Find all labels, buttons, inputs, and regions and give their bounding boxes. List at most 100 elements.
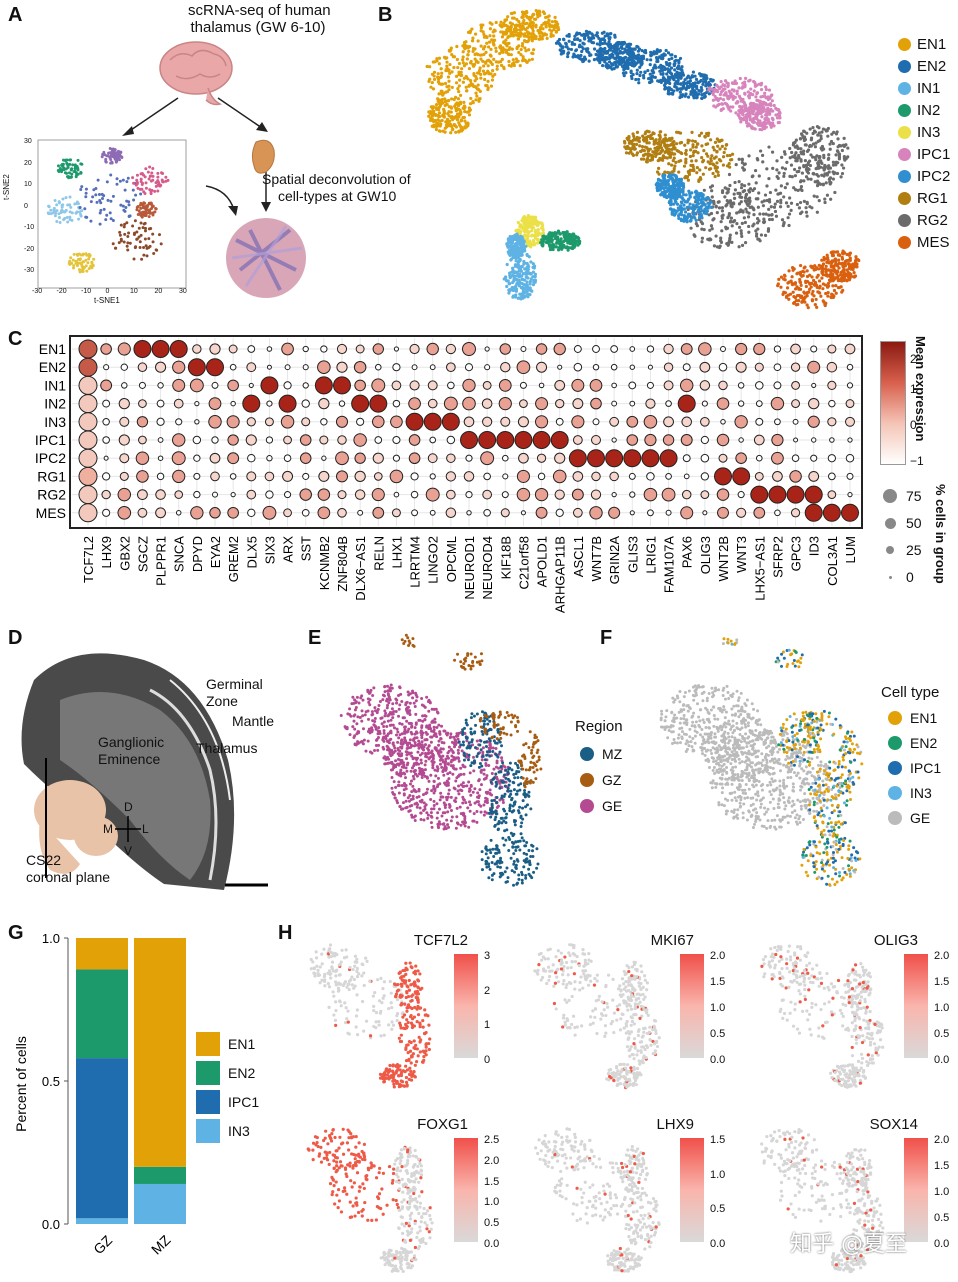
bar-legend-label: IPC1	[228, 1094, 259, 1110]
dotplot-gene-label: GPC3	[789, 536, 804, 571]
feature-colorbar-tick: 3	[484, 950, 490, 962]
dotplot-dot	[79, 467, 97, 485]
feature-colorbar-tick: 2.0	[934, 1134, 949, 1146]
dotplot-dot	[479, 432, 496, 449]
dotplot-gene-label: LHX1	[389, 536, 404, 569]
dotplot-dot	[139, 436, 147, 444]
dotplot-dot	[774, 382, 781, 389]
dotplot-dot	[735, 416, 747, 428]
axis-l: L	[142, 822, 149, 836]
dotplot-dot	[808, 361, 820, 373]
legend-swatch	[898, 104, 911, 117]
dotplot-dot	[170, 341, 187, 358]
dotplot-dot	[228, 453, 239, 464]
panel-a-spatial-2: cell-types at GW10	[278, 188, 396, 204]
label-ganglionic: Ganglionic	[98, 734, 164, 750]
dotplot-dot	[828, 418, 836, 426]
legend-swatch	[898, 170, 911, 183]
dotplot-dot	[358, 510, 363, 515]
dotplot-dot	[590, 380, 602, 392]
bar-legend-item: IN3	[196, 1119, 250, 1143]
dotplot-gene-label: PAX6	[680, 536, 695, 568]
dotplot-dot	[412, 365, 417, 370]
tsne-xlabel: t-SNE1	[94, 296, 120, 305]
dotplot-dot	[173, 470, 185, 482]
legend-swatch	[898, 38, 911, 51]
pct-legend-label: 50	[906, 515, 922, 531]
dotplot-dot	[515, 432, 532, 449]
dotplot-dot	[227, 416, 239, 428]
feature-colorbar-tick: 0	[484, 1054, 490, 1066]
dotplot-dot	[535, 488, 547, 500]
dotplot-dot	[279, 395, 296, 412]
feature-gene-name: FOXG1	[417, 1116, 468, 1133]
legend-label: IN2	[917, 102, 940, 119]
legend-label: IN1	[917, 80, 940, 97]
celltype-label: IPC1	[910, 760, 941, 776]
feature-colorbar-tick: 2.5	[484, 1134, 499, 1146]
dotplot-dot	[267, 401, 272, 406]
dotplot-dot	[373, 344, 383, 354]
dotplot-dot	[355, 471, 365, 481]
bar-segment-ipc1	[76, 1058, 128, 1218]
dotplot-dot	[805, 486, 822, 503]
tsne-ytick: -20	[24, 246, 34, 253]
legend-swatch	[898, 214, 911, 227]
feature-gene-name: OLIG3	[874, 932, 918, 949]
dotplot-dot	[485, 347, 489, 351]
dotplot-dot	[739, 438, 743, 442]
region-label: MZ	[602, 746, 622, 762]
dotplot-dot	[195, 401, 199, 405]
feature-scatter	[524, 926, 674, 1096]
dotplot-dot	[811, 455, 817, 461]
dotplot-dot	[354, 361, 365, 372]
region-legend-item: GZ	[580, 772, 621, 788]
feature-colorbar-tick: 2	[484, 985, 490, 997]
dotplot-dot	[555, 490, 564, 499]
dotplot-dot	[592, 472, 600, 480]
dotplot-gene-label: TCF7L2	[81, 536, 96, 583]
feature-colorbar-tick: 2.0	[934, 950, 949, 962]
dotplot-dot	[791, 344, 801, 354]
dotplot-dot	[300, 453, 311, 464]
legend-item-en2: EN2	[898, 58, 946, 75]
dotplot-dot	[556, 418, 563, 425]
feature-gene-name: MKI67	[651, 932, 694, 949]
dotplot-dot	[569, 450, 586, 467]
dotplot-dot	[573, 399, 583, 409]
dotplot-dot	[393, 455, 399, 461]
feature-colorbar	[454, 954, 478, 1058]
legend-swatch	[898, 192, 911, 205]
pct-title: % cells in group	[933, 484, 948, 584]
tsne-xtick: 20	[155, 288, 163, 295]
dotplot-dot	[551, 432, 568, 449]
feature-colorbar-tick: 1.5	[484, 1176, 499, 1188]
dotplot-dot	[373, 507, 384, 518]
dotplot-dot	[410, 381, 419, 390]
dotplot-dot	[497, 432, 514, 449]
dotplot-dot	[285, 365, 290, 370]
dotplot-gene-label: LRRTM4	[408, 536, 423, 588]
region-legend-title: Region	[575, 718, 623, 735]
dotplot-row-label: IN1	[44, 377, 66, 393]
dotplot-dot	[79, 413, 97, 431]
dotplot-dot	[426, 488, 439, 501]
dotplot-dot	[518, 417, 528, 427]
dotplot-dot	[644, 416, 657, 429]
dotplot-dot	[517, 488, 529, 500]
legend-item-ipc2: IPC2	[898, 168, 950, 185]
dotplot-dot	[756, 418, 763, 425]
dotplot-dot	[373, 453, 383, 463]
dotplot-dot	[102, 490, 110, 498]
dotplot-dot	[319, 471, 329, 481]
dotplot-dot	[119, 435, 129, 445]
dotplot-dot	[737, 508, 746, 517]
dotplot-dot	[173, 434, 185, 446]
pct-legend-label: 75	[906, 488, 922, 504]
dotplot-dot	[466, 455, 472, 461]
dotplot-gene-label: ASCL1	[571, 536, 586, 577]
dotplot-dot	[120, 417, 129, 426]
dotplot-gene-label: GREM2	[226, 536, 241, 582]
dotplot-dot	[338, 436, 346, 444]
